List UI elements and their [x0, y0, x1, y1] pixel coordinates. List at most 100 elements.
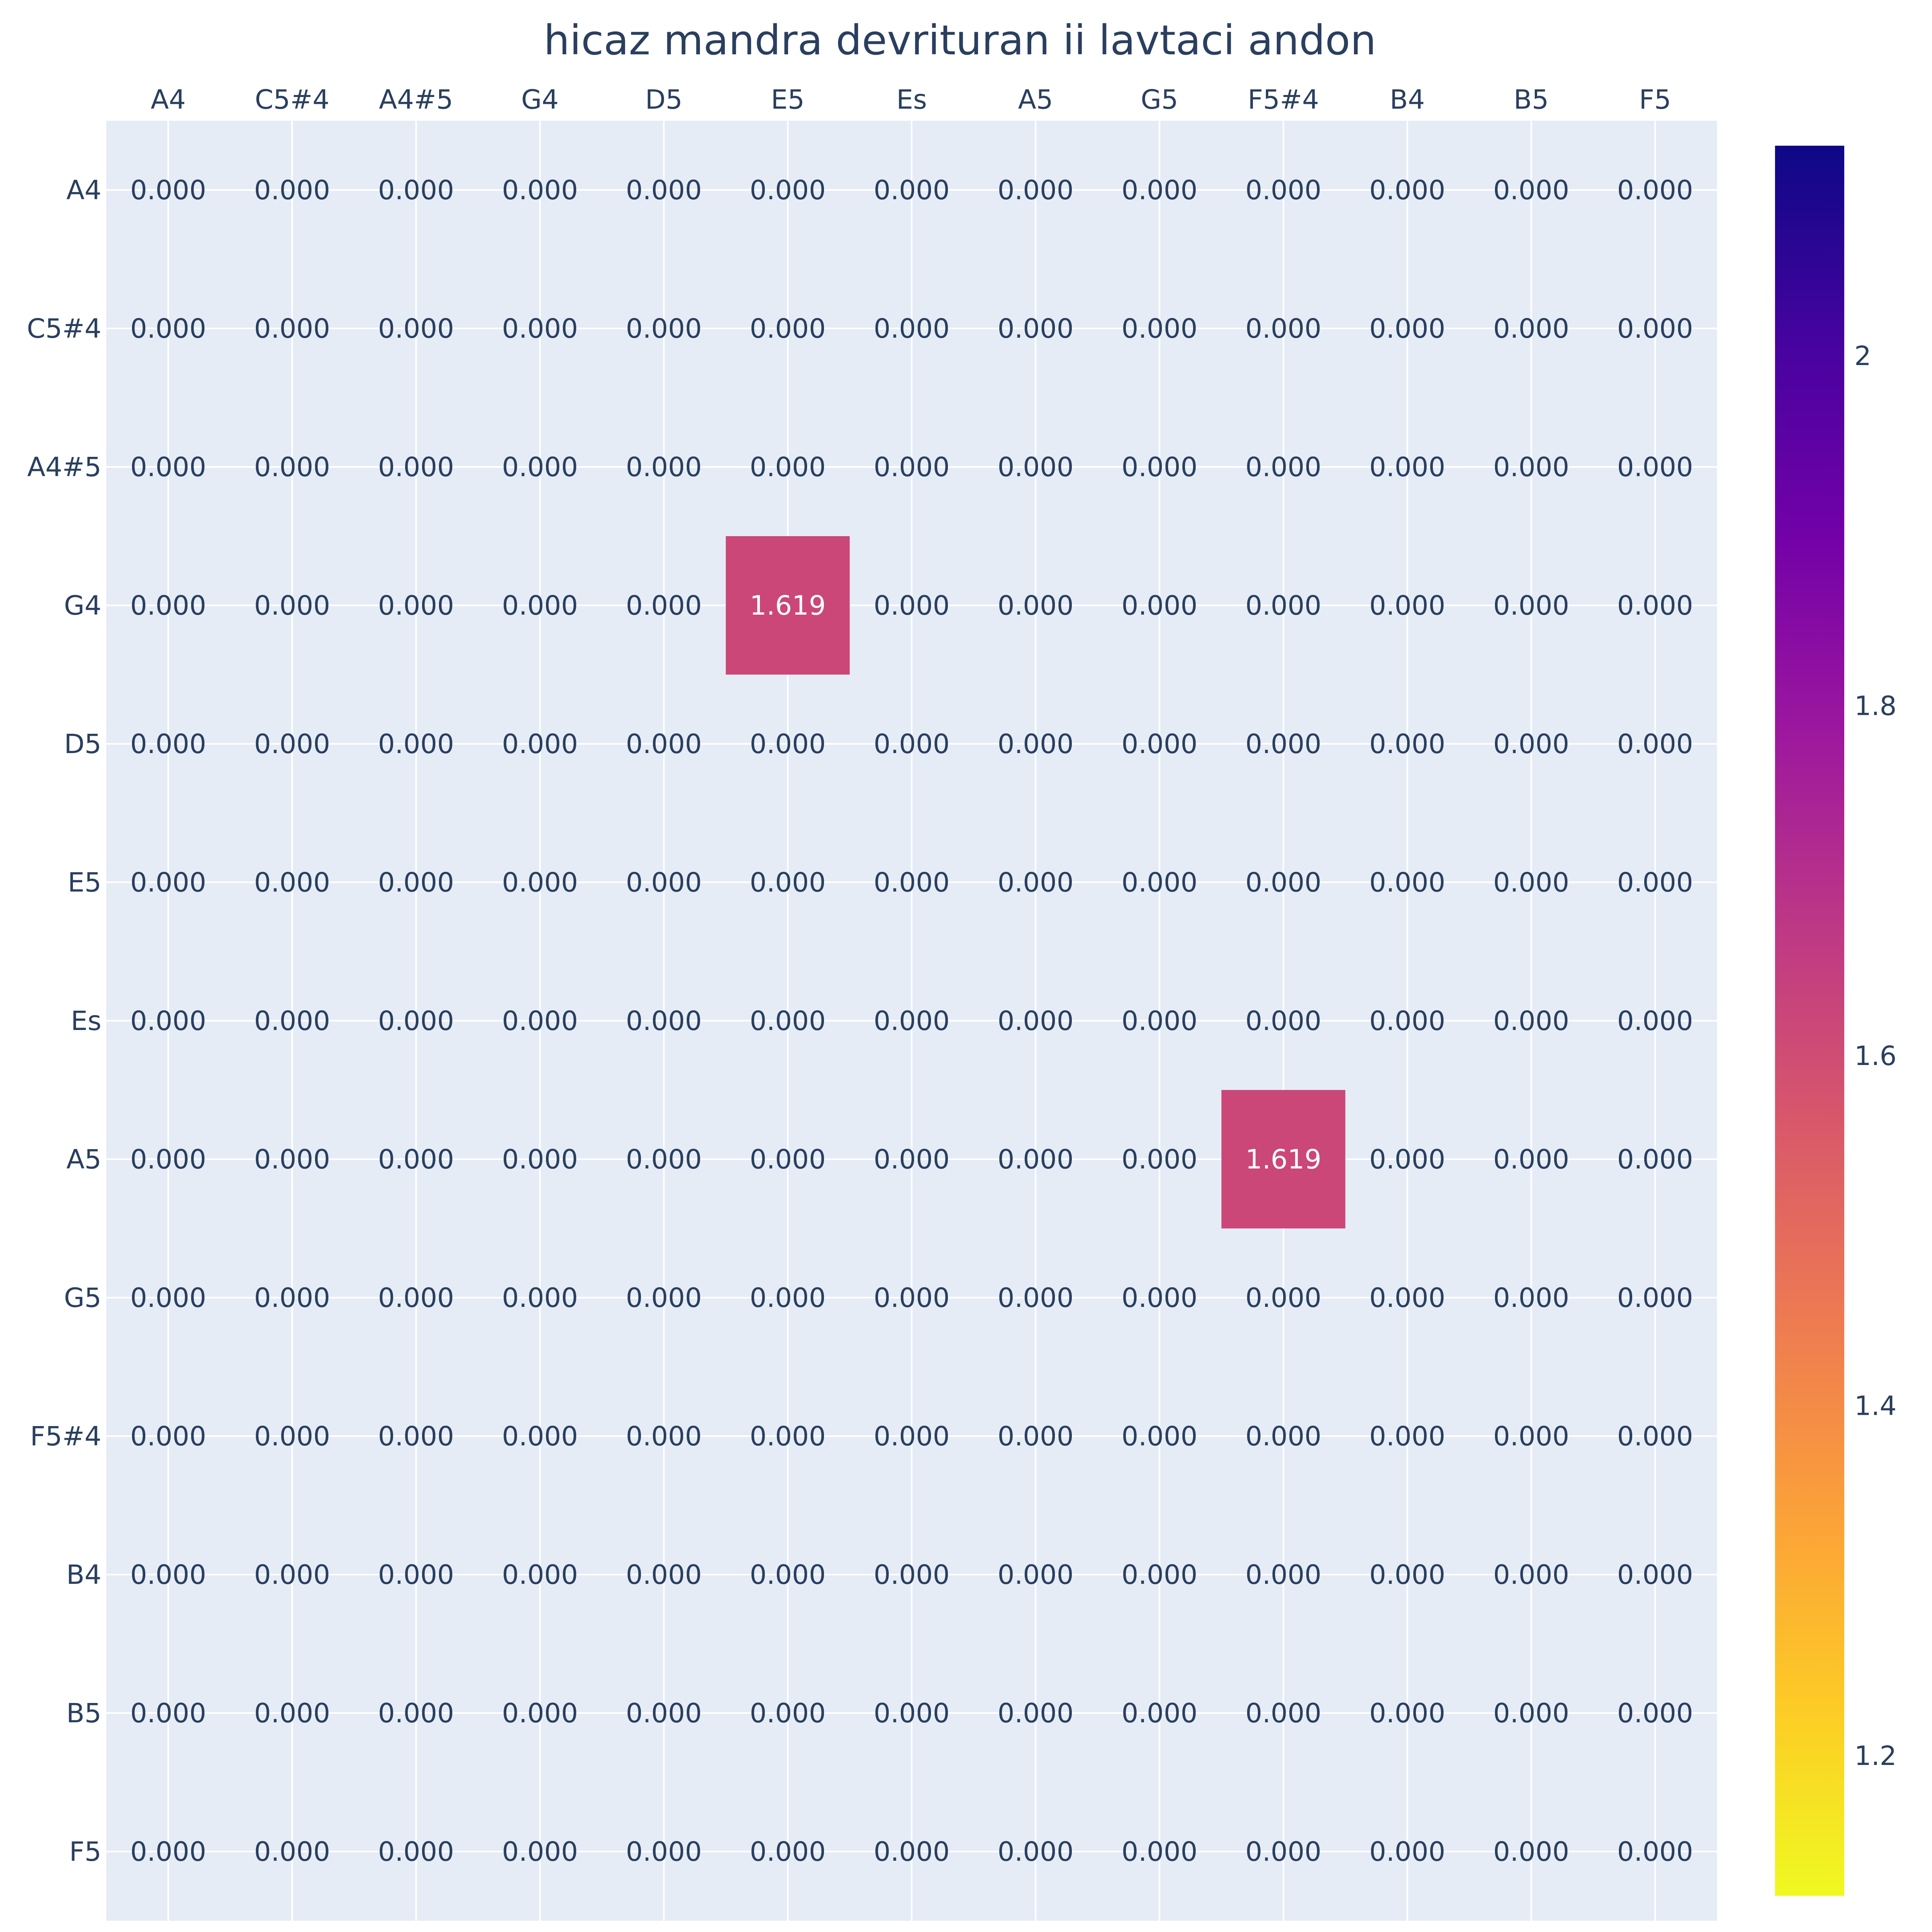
cell-value-label: 0.000	[1617, 590, 1693, 621]
cell-value-label: 0.000	[1493, 1421, 1569, 1452]
cell-value-label: 0.000	[1121, 452, 1197, 483]
cell-value-label: 0.000	[502, 590, 578, 621]
x-tick-label: A4#5	[379, 84, 453, 115]
cell-value-label: 0.000	[130, 1559, 206, 1590]
cell-value-label: 0.000	[874, 1005, 950, 1036]
cell-value-label: 0.000	[130, 313, 206, 344]
cell-value-label: 0.000	[874, 590, 950, 621]
cell-value-label: 0.000	[874, 1559, 950, 1590]
cell-value-label: 0.000	[626, 175, 702, 206]
colorbar-tick-label: 1.8	[1854, 690, 1897, 721]
cell-value-label: 0.000	[1493, 1559, 1569, 1590]
cell-value-label: 0.000	[378, 1005, 454, 1036]
cell-value-label: 0.000	[1121, 1144, 1197, 1175]
chart-title: hicaz mandra devrituran ii lavtaci andon	[544, 17, 1377, 64]
cell-value-label: 0.000	[1369, 1836, 1445, 1867]
x-tick-label: D5	[645, 84, 683, 115]
cell-value-label: 0.000	[378, 175, 454, 206]
cell-value-label: 0.000	[1369, 590, 1445, 621]
cell-value-label: 0.000	[130, 1698, 206, 1729]
heatmap-cells	[726, 536, 1346, 1228]
x-tick-label: Es	[896, 84, 927, 115]
y-tick-label: E5	[68, 867, 101, 898]
cell-value-label: 0.000	[874, 1144, 950, 1175]
cell-value-label: 0.000	[378, 1282, 454, 1313]
cell-value-label: 0.000	[626, 1282, 702, 1313]
cell-value-label: 0.000	[1369, 452, 1445, 483]
cell-value-label: 0.000	[1617, 867, 1693, 898]
cell-value-label: 0.000	[1369, 1005, 1445, 1036]
cell-value-label: 0.000	[1121, 867, 1197, 898]
x-tick-label: F5#4	[1248, 84, 1319, 115]
cell-value-label: 0.000	[750, 1559, 826, 1590]
cell-value-label: 0.000	[750, 1005, 826, 1036]
cell-value-label: 0.000	[378, 1698, 454, 1729]
x-tick-label: G5	[1141, 84, 1178, 115]
cell-value-label: 0.000	[502, 1421, 578, 1452]
cell-value-label: 0.000	[997, 729, 1073, 760]
cell-value-label: 0.000	[1245, 1421, 1321, 1452]
cell-value-label: 0.000	[1493, 175, 1569, 206]
cell-value-label: 0.000	[750, 313, 826, 344]
cell-value-label: 0.000	[1245, 1836, 1321, 1867]
colorbar-tick-label: 1.6	[1854, 1040, 1897, 1071]
colorbar	[1775, 146, 1844, 1896]
y-tick-label: B4	[66, 1559, 101, 1590]
cell-value-label: 0.000	[874, 313, 950, 344]
cell-value-label: 0.000	[1245, 175, 1321, 206]
gridlines	[106, 121, 1717, 1921]
colorbar-tick-label: 2	[1854, 341, 1871, 372]
cell-value-label: 0.000	[378, 1144, 454, 1175]
y-tick-label: D5	[64, 729, 101, 760]
cell-value-label: 0.000	[626, 867, 702, 898]
y-tick-label: A5	[66, 1144, 101, 1175]
cell-value-label: 0.000	[874, 452, 950, 483]
cell-value-label: 0.000	[1493, 1836, 1569, 1867]
cell-value-label: 0.000	[1245, 452, 1321, 483]
cell-value-label: 0.000	[1121, 1698, 1197, 1729]
cell-value-label: 0.000	[502, 1836, 578, 1867]
cell-value-label: 0.000	[502, 1559, 578, 1590]
cell-value-label: 0.000	[378, 1559, 454, 1590]
cell-value-label: 0.000	[1245, 590, 1321, 621]
x-tick-label: E5	[771, 84, 805, 115]
cell-value-label: 0.000	[750, 1282, 826, 1313]
cell-value-label: 0.000	[254, 1836, 330, 1867]
cell-value-label: 0.000	[997, 1421, 1073, 1452]
cell-value-label: 0.000	[1493, 313, 1569, 344]
cell-value-label: 0.000	[874, 175, 950, 206]
cell-value-label: 0.000	[750, 729, 826, 760]
cell-value-label: 0.000	[1617, 729, 1693, 760]
cell-value-label: 0.000	[1121, 1005, 1197, 1036]
cell-value-label: 0.000	[378, 1421, 454, 1452]
x-tick-label: G4	[521, 84, 559, 115]
cell-value-label: 0.000	[130, 867, 206, 898]
cell-value-label: 0.000	[254, 1698, 330, 1729]
y-axis-ticks: A4 C5#4 A4#5 G4 D5 E5 Es A5 G5 F5#4 B4 B5 F5	[27, 175, 101, 1867]
cell-value-label: 0.000	[997, 1698, 1073, 1729]
cell-value-label: 0.000	[626, 1421, 702, 1452]
cell-value-label: 0.000	[626, 590, 702, 621]
cell-value-label: 0.000	[997, 452, 1073, 483]
cell-value-label: 0.000	[750, 867, 826, 898]
cell-value-label: 0.000	[502, 1005, 578, 1036]
cell-value-label: 0.000	[997, 1836, 1073, 1867]
cell-value-label: 0.000	[874, 1836, 950, 1867]
y-tick-label: C5#4	[27, 313, 101, 344]
y-tick-label: F5	[69, 1836, 101, 1867]
cell-value-label: 0.000	[1493, 1005, 1569, 1036]
y-tick-label: G5	[64, 1282, 101, 1313]
cell-value-label: 0.000	[626, 1005, 702, 1036]
colorbar-tick-label: 1.4	[1854, 1391, 1897, 1422]
cell-value-label: 0.000	[502, 729, 578, 760]
cell-value-label: 0.000	[130, 1421, 206, 1452]
cell-value-label: 0.000	[874, 1421, 950, 1452]
cell-value-label: 0.000	[626, 1836, 702, 1867]
cell-value-label: 0.000	[1493, 729, 1569, 760]
y-tick-label: A4	[66, 175, 101, 206]
cell-value-label: 0.000	[874, 1698, 950, 1729]
heatmap-cell	[1221, 1090, 1346, 1228]
cell-value-label: 0.000	[254, 175, 330, 206]
cell-value-label: 0.000	[1369, 313, 1445, 344]
